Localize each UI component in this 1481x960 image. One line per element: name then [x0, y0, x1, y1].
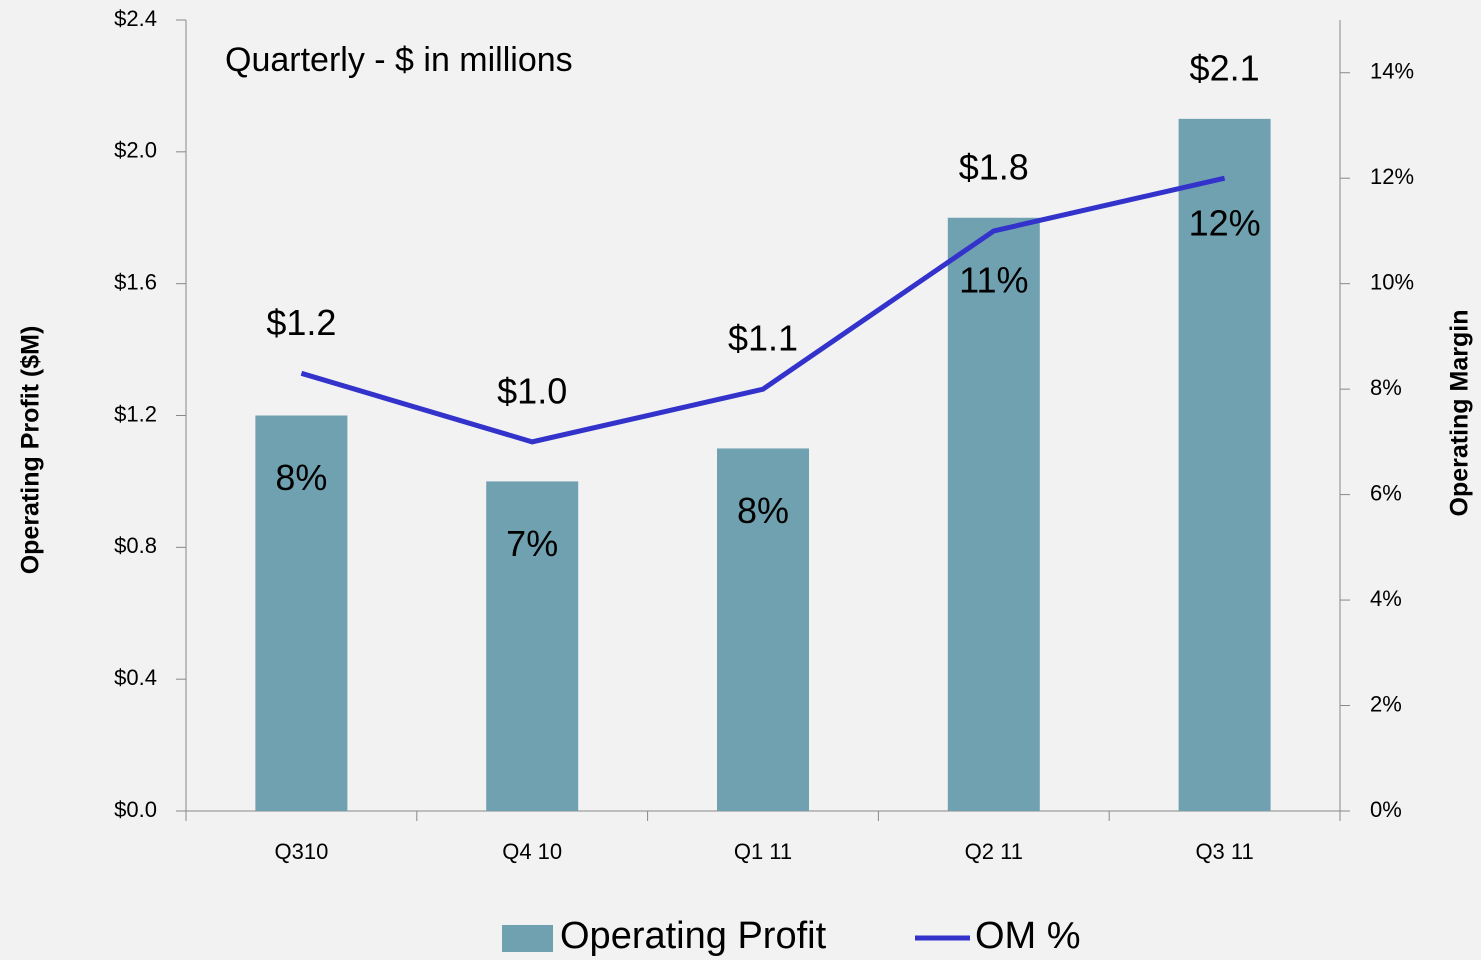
x-tick-label: Q3 11	[1195, 839, 1253, 864]
y-tick-label: $0.0	[114, 797, 157, 822]
annotation: Quarterly - $ in millions	[225, 41, 573, 79]
x-tick-label: Q1 11	[734, 839, 792, 864]
bar	[486, 481, 579, 811]
y2-tick-label: 2%	[1370, 691, 1402, 716]
bar	[255, 415, 348, 811]
line-value-label: 11%	[959, 259, 1028, 300]
y-tick-label: $1.2	[114, 401, 157, 426]
y2-tick-label: 0%	[1370, 797, 1402, 822]
bar-value-label: $2.1	[1190, 47, 1260, 88]
y-axis-label: Operating Profit ($M)	[17, 326, 45, 575]
y2-tick-label: 14%	[1370, 59, 1414, 84]
x-tick-label: Q4 10	[502, 839, 562, 864]
line-value-label: 7%	[506, 523, 558, 564]
bar	[1178, 118, 1271, 811]
line-value-label: 12%	[1189, 203, 1261, 244]
y-tick-label: $0.8	[114, 533, 157, 558]
bar-value-label: $1.0	[497, 370, 567, 411]
bar	[717, 448, 809, 811]
legend-label: OM %	[975, 915, 1081, 957]
y-tick-label: $1.6	[114, 269, 157, 294]
y2-tick-label: 4%	[1370, 586, 1402, 611]
x-tick-label: Q310	[274, 839, 328, 864]
legend-label: Operating Profit	[560, 915, 827, 957]
y-tick-label: $0.4	[114, 665, 157, 690]
y2-tick-label: 10%	[1370, 269, 1414, 294]
y2-tick-label: 8%	[1370, 375, 1402, 400]
bar-value-label: $1.1	[728, 318, 798, 359]
legend-swatch	[502, 925, 553, 952]
y-tick-label: $2.0	[114, 138, 157, 163]
y2-axis-label: Operating Margin	[1446, 310, 1474, 517]
y2-tick-label: 12%	[1370, 164, 1414, 189]
line	[300, 175, 1226, 445]
line-value-label: 8%	[275, 457, 327, 498]
bar	[947, 217, 1040, 811]
y-tick-label: $2.4	[114, 6, 157, 31]
y2-tick-label: 6%	[1370, 480, 1402, 505]
bar-value-label: $1.8	[959, 146, 1029, 187]
x-tick-label: Q2 11	[965, 839, 1023, 864]
bar-value-label: $1.2	[266, 302, 336, 343]
line-value-label: 8%	[737, 490, 789, 531]
